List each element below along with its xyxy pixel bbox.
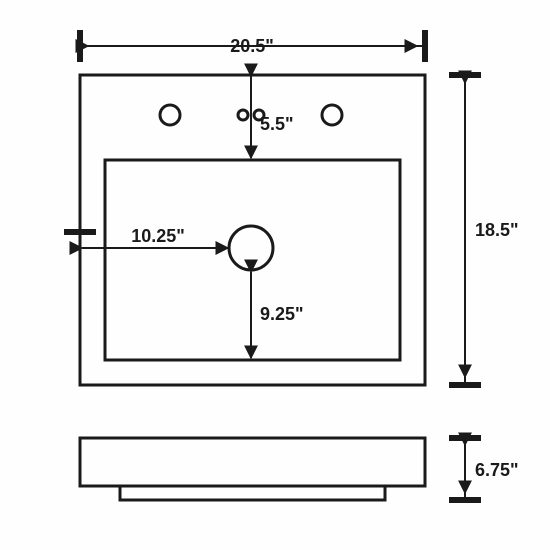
dim-drain-x-label: 10.25" xyxy=(131,226,185,246)
dim-side-label: 6.75" xyxy=(475,460,519,480)
faucet-hole-left xyxy=(160,105,180,125)
faucet-hole-right xyxy=(322,105,342,125)
side-view-base xyxy=(120,486,385,500)
drain-hole xyxy=(229,226,273,270)
dim-width-label: 20.5" xyxy=(230,36,274,56)
faucet-hole-center-a xyxy=(238,110,248,120)
side-view-body xyxy=(80,438,425,486)
dim-height-label: 18.5" xyxy=(475,220,519,240)
top-view-basin xyxy=(105,160,400,360)
dim-faucet-label: 5.5" xyxy=(260,114,294,134)
dim-drain-y-label: 9.25" xyxy=(260,304,304,324)
sink-dimensional-drawing: 20.5" 18.5" 5.5" 10.25" 9.25" 6.75" xyxy=(0,0,550,550)
